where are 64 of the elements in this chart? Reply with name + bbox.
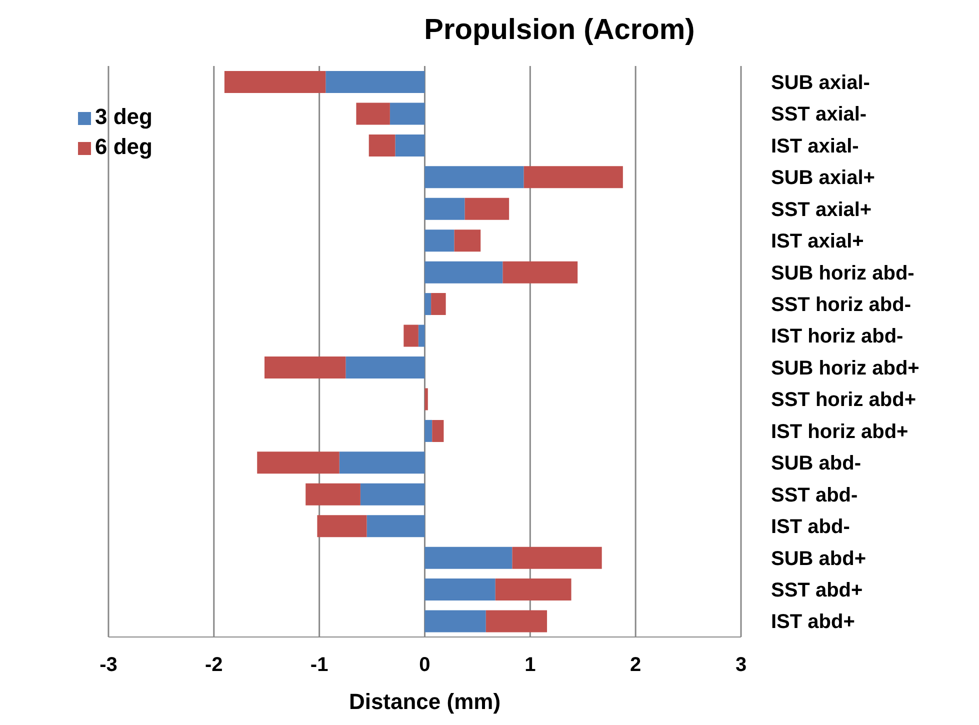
bar — [264, 356, 346, 378]
x-tick-label: 0 — [419, 654, 430, 676]
x-tick-label: 1 — [524, 654, 536, 676]
bar — [257, 452, 340, 474]
y-tick-label: SST axial- — [771, 104, 867, 126]
bar — [464, 198, 510, 220]
y-tick-label: SST abd+ — [771, 580, 863, 602]
bar — [486, 610, 548, 632]
bar — [424, 198, 465, 220]
y-tick-label: SUB horiz abd- — [771, 262, 914, 284]
bar — [368, 134, 396, 156]
bar — [424, 230, 454, 252]
y-tick-label: SUB abd+ — [771, 548, 866, 570]
bar — [512, 546, 602, 569]
bar — [495, 578, 572, 601]
bar — [424, 388, 428, 410]
bar — [404, 324, 418, 347]
bar — [424, 546, 512, 569]
chart-title: Propulsion (Acrom) — [423, 13, 696, 48]
bar — [432, 420, 444, 442]
x-tick-label: 2 — [630, 654, 642, 676]
bar — [424, 420, 432, 442]
bar — [360, 483, 425, 506]
bar — [424, 166, 524, 188]
bar — [424, 610, 486, 632]
legend-label: 3 deg — [95, 104, 152, 129]
y-tick-label: SUB abd- — [771, 452, 861, 475]
bar — [502, 261, 578, 284]
bar — [395, 134, 425, 156]
y-tick-label: SST horiz abd+ — [771, 389, 916, 412]
bar — [339, 452, 425, 474]
bar — [424, 293, 432, 316]
bar — [366, 515, 425, 538]
y-tick-label: SST horiz abd- — [771, 294, 911, 316]
x-tick-label: -1 — [310, 654, 328, 676]
bar — [346, 356, 425, 378]
bar — [306, 483, 360, 506]
y-tick-label: SUB axial+ — [771, 167, 875, 190]
x-tick-label: -3 — [100, 654, 118, 676]
bar — [224, 71, 326, 93]
bar — [326, 71, 425, 93]
bar — [431, 293, 446, 316]
y-tick-label: SST abd- — [771, 484, 858, 506]
bar — [418, 324, 425, 347]
y-tick-label: IST horiz abd- — [771, 326, 904, 348]
bar — [356, 102, 390, 125]
y-tick-label: SUB horiz abd+ — [771, 357, 920, 380]
bar — [424, 261, 503, 284]
bar — [454, 230, 481, 252]
x-axis-title: Distance (mm) — [348, 689, 501, 714]
x-tick-label: -2 — [204, 654, 223, 676]
bar — [317, 515, 367, 538]
y-tick-label: IST axial- — [771, 135, 859, 158]
y-tick-label: IST abd- — [771, 516, 850, 538]
bar — [390, 102, 425, 125]
y-tick-label: IST abd+ — [771, 611, 855, 634]
x-tick-label: 3 — [735, 654, 747, 676]
bar — [524, 166, 623, 188]
bar — [424, 578, 496, 601]
y-tick-label: SUB axial- — [771, 72, 870, 94]
y-tick-label: SST axial+ — [771, 198, 872, 221]
y-tick-label: IST axial+ — [771, 230, 864, 253]
y-tick-label: IST horiz abd+ — [771, 420, 908, 443]
legend-label: 6 deg — [95, 134, 152, 159]
